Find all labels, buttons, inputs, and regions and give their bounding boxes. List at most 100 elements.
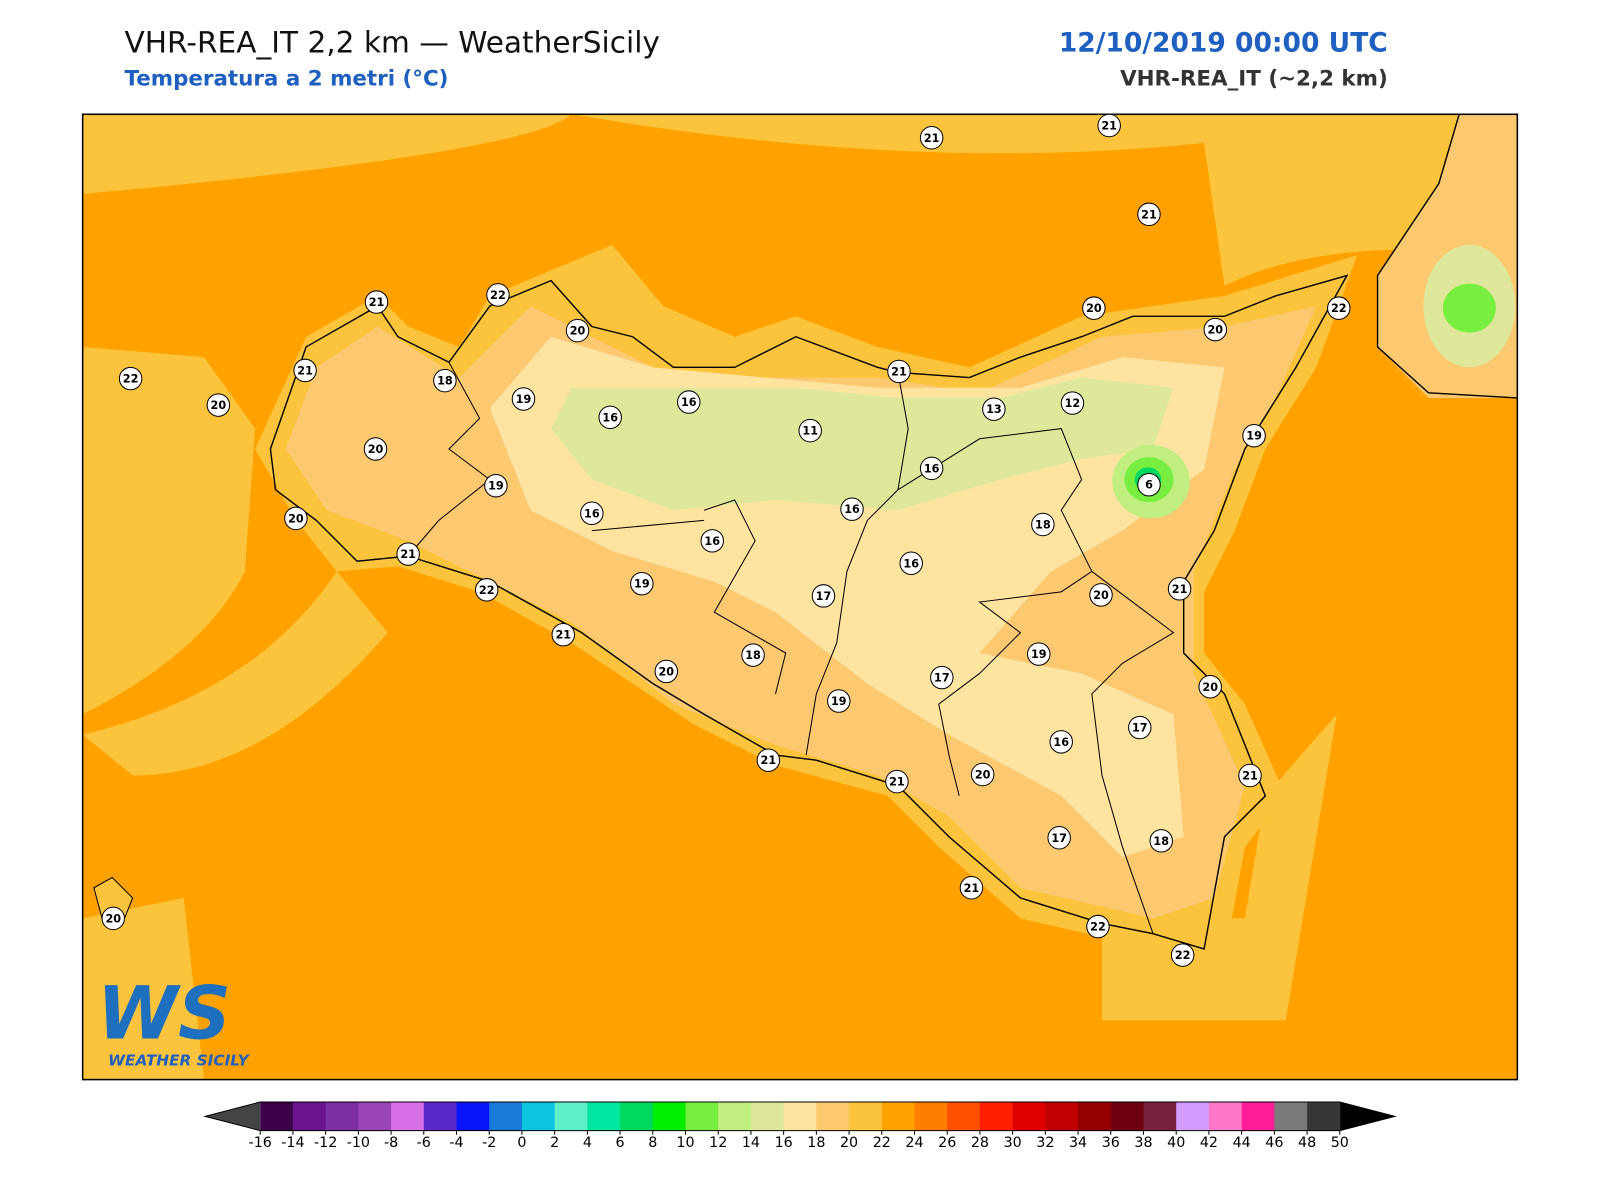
- station-value: 16: [602, 411, 618, 424]
- land-cold: [551, 377, 1174, 511]
- datetime: 12/10/2019 00:00 UTC: [1059, 27, 1388, 58]
- logo: WS WEATHER SICILY: [97, 971, 251, 1069]
- station-marker: [700, 529, 724, 553]
- colorbar-tick-label: 16: [775, 1135, 793, 1151]
- station-value: 20: [211, 399, 227, 412]
- station-value: 11: [802, 425, 818, 438]
- station-value: 19: [1246, 430, 1262, 443]
- colorbar-bin: [979, 1102, 1014, 1131]
- colorbar-tick-label: 4: [583, 1135, 592, 1151]
- station-marker: [930, 665, 954, 690]
- logo-mark: WS: [97, 971, 231, 1056]
- station-value: 20: [570, 325, 586, 338]
- colorbar-tick-label: 28: [971, 1135, 989, 1151]
- colorbar-bin: [1110, 1102, 1145, 1131]
- station-value: 21: [1101, 120, 1117, 133]
- colorbar-bin: [620, 1102, 654, 1131]
- colorbar-bin: [750, 1102, 785, 1131]
- colorbar-tick-label: 48: [1298, 1135, 1316, 1151]
- colorbar-bin: [521, 1102, 556, 1131]
- station-marker: [1097, 113, 1121, 138]
- colorbar: -16 -14 -12 -10 -8 -6 -4 -2 0 2 4 6 8 10 12 14 16 18 20 22 2…: [203, 1101, 1397, 1151]
- station-value: 21: [761, 754, 777, 767]
- station-marker: [1031, 512, 1055, 537]
- colorbar-tick-label: 14: [742, 1135, 760, 1151]
- colorbar-tick-label: -14: [281, 1135, 304, 1151]
- colorbar-bin: [1307, 1102, 1341, 1131]
- station-marker: [959, 876, 984, 900]
- station-value: 22: [490, 289, 506, 302]
- colorbar-tick-label: 0: [517, 1135, 526, 1151]
- station-marker: [1198, 675, 1222, 699]
- colorbar-tick-label: 18: [807, 1135, 825, 1151]
- station-value: 18: [745, 649, 761, 662]
- station-marker: [598, 405, 622, 430]
- colorbar-tick-label: 46: [1265, 1135, 1283, 1151]
- station-marker: [887, 359, 911, 384]
- colorbar-tick-label: 26: [938, 1135, 956, 1151]
- colorbar-bin: [391, 1102, 425, 1131]
- station-value: 18: [1035, 519, 1051, 532]
- station-value: 21: [1172, 583, 1188, 596]
- station-value: 17: [1132, 722, 1148, 735]
- station-marker: [293, 358, 317, 383]
- station-value: 21: [555, 629, 571, 642]
- station-marker: [1137, 472, 1161, 497]
- colorbar-bin: [783, 1102, 817, 1131]
- station-value: 16: [584, 507, 600, 520]
- station-marker: [1089, 583, 1113, 607]
- colorbar-bin: [849, 1102, 883, 1131]
- title: VHR-REA_IT 2,2 km — WeatherSicily: [124, 25, 659, 59]
- station-marker: [654, 659, 679, 684]
- station-marker: [1060, 391, 1085, 415]
- calabria-colder: [1442, 283, 1496, 333]
- station-marker: [433, 368, 457, 393]
- station-value: 12: [1065, 397, 1081, 410]
- colorbar-bin: [1208, 1102, 1243, 1131]
- colorbar-tick-label: 6: [616, 1135, 625, 1151]
- station-marker: [1027, 642, 1051, 666]
- colorbar-tick-label: -10: [347, 1135, 370, 1151]
- colorbar-bin: [1274, 1102, 1308, 1131]
- station-marker: [118, 366, 143, 391]
- colorbar-tick-label: -4: [449, 1135, 463, 1151]
- colorbar-tick-label: 12: [709, 1135, 727, 1151]
- station-marker: [1137, 202, 1161, 227]
- colorbar-bin: [358, 1102, 392, 1131]
- colorbar-bin: [554, 1102, 588, 1131]
- map-frame: [81, 113, 1519, 1081]
- colorbar-over: [1339, 1102, 1395, 1131]
- station-value: 19: [516, 393, 532, 406]
- station-value: 17: [816, 590, 832, 603]
- colorbar-tick-label: 8: [648, 1135, 657, 1151]
- station-value: 19: [634, 578, 650, 591]
- station-value: 21: [1242, 770, 1258, 783]
- station-value: 16: [1053, 736, 1069, 749]
- station-value: 21: [891, 365, 907, 378]
- subtitle: Temperatura a 2 metri (°C): [124, 67, 448, 92]
- station-value: 20: [1093, 589, 1109, 602]
- warm-coast: [82, 346, 388, 776]
- station-marker: [396, 542, 420, 566]
- colorbar-bin: [1176, 1102, 1210, 1131]
- station-value: 22: [1090, 921, 1106, 934]
- colorbar-bin: [718, 1102, 752, 1131]
- station-marker: [1167, 577, 1192, 601]
- colorbar-tick-label: -2: [482, 1135, 496, 1151]
- station-marker: [677, 390, 701, 414]
- colorbar-tick-label: -6: [417, 1135, 431, 1151]
- station-value: 16: [704, 535, 720, 548]
- stations: 21 21 21 21 22 20 20 22 20 22 21 18 19 16 16 11 21 13 12 20…: [101, 113, 1351, 967]
- station-marker: [1238, 763, 1262, 788]
- station-marker: [982, 397, 1006, 421]
- colorbar-bin: [292, 1102, 327, 1131]
- colorbar-tick-label: 2: [550, 1135, 559, 1151]
- colorbar-bin: [260, 1102, 294, 1131]
- colorbar-bin: [1078, 1102, 1112, 1131]
- model-label: VHR-REA_IT (~2,2 km): [1120, 67, 1388, 92]
- colorbar-bin: [652, 1102, 687, 1131]
- station-marker: [811, 584, 836, 608]
- warm-band: [571, 114, 1518, 286]
